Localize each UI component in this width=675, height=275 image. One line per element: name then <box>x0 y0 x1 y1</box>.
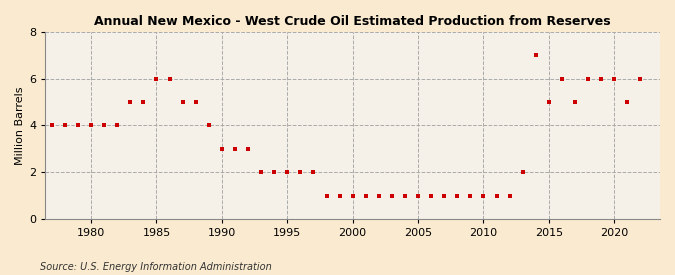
Point <box>478 193 489 198</box>
Point <box>622 100 632 104</box>
Point <box>73 123 84 128</box>
Point <box>112 123 123 128</box>
Point <box>230 147 240 151</box>
Point <box>609 76 620 81</box>
Point <box>543 100 554 104</box>
Point <box>295 170 306 174</box>
Point <box>504 193 515 198</box>
Point <box>452 193 462 198</box>
Point <box>203 123 214 128</box>
Point <box>387 193 398 198</box>
Point <box>347 193 358 198</box>
Point <box>583 76 593 81</box>
Point <box>412 193 423 198</box>
Point <box>439 193 450 198</box>
Point <box>334 193 345 198</box>
Point <box>164 76 175 81</box>
Point <box>570 100 580 104</box>
Point <box>47 123 57 128</box>
Point <box>531 53 541 57</box>
Y-axis label: Million Barrels: Million Barrels <box>15 86 25 165</box>
Point <box>125 100 136 104</box>
Point <box>217 147 227 151</box>
Point <box>99 123 109 128</box>
Point <box>596 76 607 81</box>
Point <box>59 123 70 128</box>
Point <box>360 193 371 198</box>
Point <box>400 193 410 198</box>
Point <box>517 170 528 174</box>
Point <box>242 147 253 151</box>
Point <box>256 170 267 174</box>
Point <box>321 193 332 198</box>
Point <box>491 193 502 198</box>
Point <box>635 76 646 81</box>
Point <box>86 123 97 128</box>
Point <box>178 100 188 104</box>
Title: Annual New Mexico - West Crude Oil Estimated Production from Reserves: Annual New Mexico - West Crude Oil Estim… <box>95 15 611 28</box>
Point <box>269 170 279 174</box>
Text: Source: U.S. Energy Information Administration: Source: U.S. Energy Information Administ… <box>40 262 272 272</box>
Point <box>282 170 293 174</box>
Point <box>556 76 567 81</box>
Point <box>426 193 437 198</box>
Point <box>138 100 148 104</box>
Point <box>308 170 319 174</box>
Point <box>190 100 201 104</box>
Point <box>373 193 384 198</box>
Point <box>151 76 162 81</box>
Point <box>465 193 476 198</box>
